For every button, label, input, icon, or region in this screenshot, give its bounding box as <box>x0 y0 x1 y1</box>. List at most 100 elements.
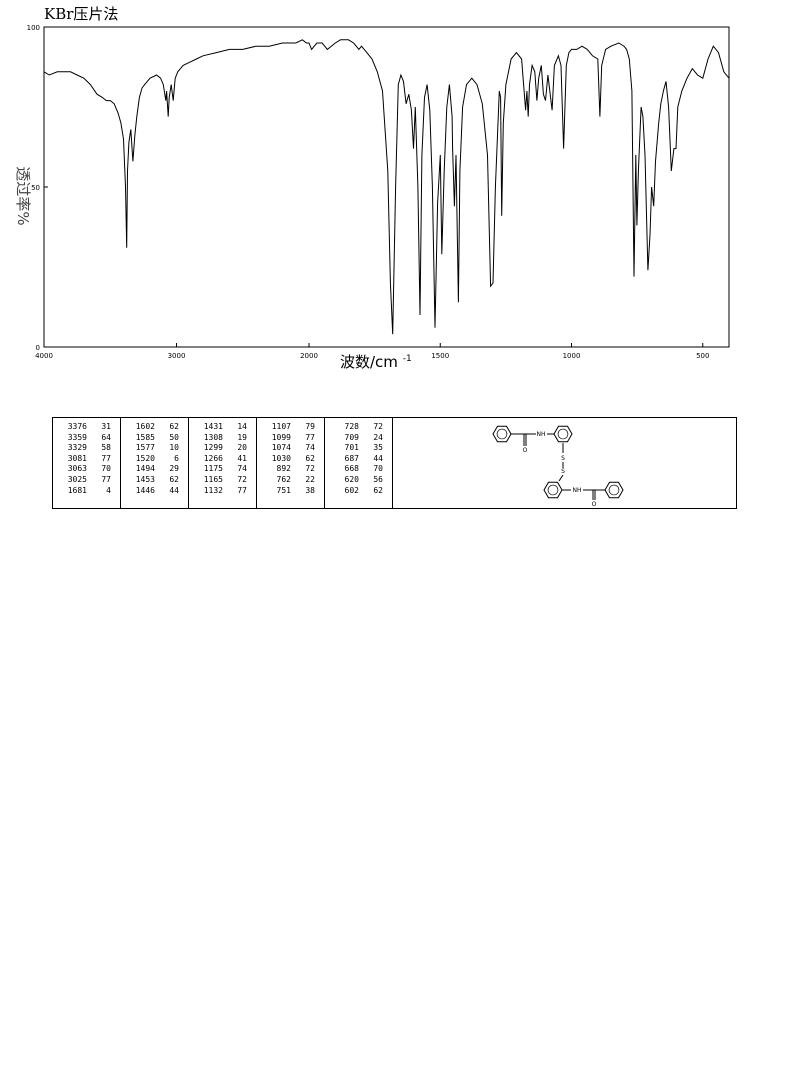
peak-row: 1602 62 <box>121 422 188 433</box>
peak-wavenumber: 1074 <box>271 443 291 453</box>
peak-row: 1308 19 <box>189 433 256 444</box>
spectrum-series-line <box>43 39 730 335</box>
peak-transmittance: 41 <box>237 453 247 463</box>
peak-row: 668 70 <box>325 464 392 475</box>
peak-wavenumber: 3376 <box>67 422 87 431</box>
peak-row: 709 24 <box>325 433 392 444</box>
peak-column: 728 72 709 24 701 35 687 44 668 70 620 56 602 62 <box>325 418 393 508</box>
peak-row: 1074 74 <box>257 443 324 454</box>
aniline-ring-top <box>553 425 573 443</box>
peak-wavenumber: 1577 <box>135 443 155 453</box>
peak-wavenumber: 728 <box>344 422 359 431</box>
peak-transmittance: 77 <box>305 432 315 442</box>
peak-table: 3376 31 3359 64 3329 58 3081 77 3063 70 3025 77 1681… <box>52 417 737 509</box>
peak-wavenumber: 1446 <box>135 485 155 495</box>
peak-wavenumber: 1030 <box>271 453 291 463</box>
peak-wavenumber: 3329 <box>67 443 87 453</box>
peak-transmittance: 58 <box>101 443 111 453</box>
method-label: KBr压片法 <box>44 5 119 23</box>
peak-transmittance: 38 <box>305 485 315 495</box>
axis-ticks: 4000 3000 2000 1500 1000 500 0 50 100 <box>27 24 710 360</box>
peak-row: 1431 14 <box>189 422 256 433</box>
peak-transmittance: 14 <box>237 422 247 431</box>
peak-transmittance: 77 <box>101 453 111 463</box>
peak-row: 1266 41 <box>189 454 256 465</box>
oxygen-label-bottom: O <box>592 501 597 508</box>
bond-sulfur-ring-2 <box>558 474 564 482</box>
peak-transmittance: 72 <box>305 464 315 474</box>
peak-wavenumber: 1308 <box>203 432 223 442</box>
benzoyl-ring-top <box>492 425 512 443</box>
peak-wavenumber: 1520 <box>135 453 155 463</box>
peak-row: 1099 77 <box>257 433 324 444</box>
peak-transmittance: 77 <box>101 474 111 484</box>
peak-transmittance: 62 <box>373 485 383 495</box>
peak-transmittance: 74 <box>305 443 315 453</box>
aniline-ring-bottom-aromatic <box>547 484 559 496</box>
peak-row: 1107 79 <box>257 422 324 433</box>
peak-wavenumber: 1494 <box>135 464 155 474</box>
peak-row: 1165 72 <box>189 475 256 486</box>
x-tick-label: 1500 <box>431 352 449 360</box>
molecular-structure: O NH SS NH O <box>492 425 624 508</box>
peak-wavenumber: 709 <box>344 432 359 442</box>
peak-row: 3329 58 <box>53 443 120 454</box>
peak-row: 1299 20 <box>189 443 256 454</box>
benzoyl-ring-top-aromatic <box>496 428 508 440</box>
peak-row: 620 56 <box>325 475 392 486</box>
peak-wavenumber: 1299 <box>203 443 223 453</box>
peak-column: 3376 31 3359 64 3329 58 3081 77 3063 70 3025 77 1681… <box>53 418 121 508</box>
peak-wavenumber: 3025 <box>67 474 87 484</box>
y-tick-label: 0 <box>36 344 40 352</box>
x-axis-label-text: 波数/cm <box>340 353 398 371</box>
x-axis-label: 波数/cm -1 <box>340 353 412 371</box>
peak-row: 3025 77 <box>53 475 120 486</box>
peak-wavenumber: 1681 <box>67 485 87 495</box>
peak-wavenumber: 1107 <box>271 422 291 431</box>
peak-row: 3063 70 <box>53 464 120 475</box>
peak-row: 1681 4 <box>53 486 120 497</box>
peak-row: 701 35 <box>325 443 392 454</box>
sulfur-label-2: S <box>561 468 565 475</box>
peak-wavenumber: 1585 <box>135 432 155 442</box>
benzoyl-ring-bottom <box>604 481 624 499</box>
peak-row: 3376 31 <box>53 422 120 433</box>
peak-wavenumber: 3359 <box>67 432 87 442</box>
peak-transmittance: 6 <box>174 453 179 463</box>
peak-row: 1132 77 <box>189 486 256 497</box>
peak-transmittance: 72 <box>237 474 247 484</box>
ir-spectrum-chart: 4000 3000 2000 1500 1000 500 0 50 100 透过率% 波数/cm… <box>14 24 730 371</box>
aniline-ring-bottom <box>543 481 563 499</box>
peak-wavenumber: 1266 <box>203 453 223 463</box>
peak-row: 687 44 <box>325 454 392 465</box>
peak-row: 892 72 <box>257 464 324 475</box>
peak-transmittance: 72 <box>373 422 383 431</box>
peak-transmittance: 44 <box>373 453 383 463</box>
peak-wavenumber: 892 <box>276 464 291 474</box>
peak-transmittance: 70 <box>101 464 111 474</box>
peak-column: 1431 14 1308 19 1299 20 1266 41 1175 74 1165 72 1132… <box>189 418 257 508</box>
x-tick-label: 1000 <box>563 352 581 360</box>
peak-wavenumber: 1175 <box>203 464 223 474</box>
x-tick-label: 500 <box>696 352 709 360</box>
peak-transmittance: 62 <box>169 422 179 431</box>
peak-transmittance: 10 <box>169 443 179 453</box>
peak-row: 1030 62 <box>257 454 324 465</box>
peak-transmittance: 74 <box>237 464 247 474</box>
oxygen-label-top: O <box>523 447 528 454</box>
y-tick-label: 50 <box>31 184 40 192</box>
peak-row: 1585 50 <box>121 433 188 444</box>
peak-transmittance: 79 <box>305 422 315 431</box>
x-axis-label-sup: -1 <box>403 354 412 364</box>
peak-row: 751 38 <box>257 486 324 497</box>
peak-row: 762 22 <box>257 475 324 486</box>
peak-row: 3081 77 <box>53 454 120 465</box>
peak-transmittance: 62 <box>169 474 179 484</box>
peak-transmittance: 70 <box>373 464 383 474</box>
peak-transmittance: 35 <box>373 443 383 453</box>
peak-wavenumber: 3081 <box>67 453 87 463</box>
peak-transmittance: 22 <box>305 474 315 484</box>
peak-transmittance: 31 <box>101 422 111 431</box>
peak-row: 3359 64 <box>53 433 120 444</box>
x-tick-label: 4000 <box>35 352 53 360</box>
